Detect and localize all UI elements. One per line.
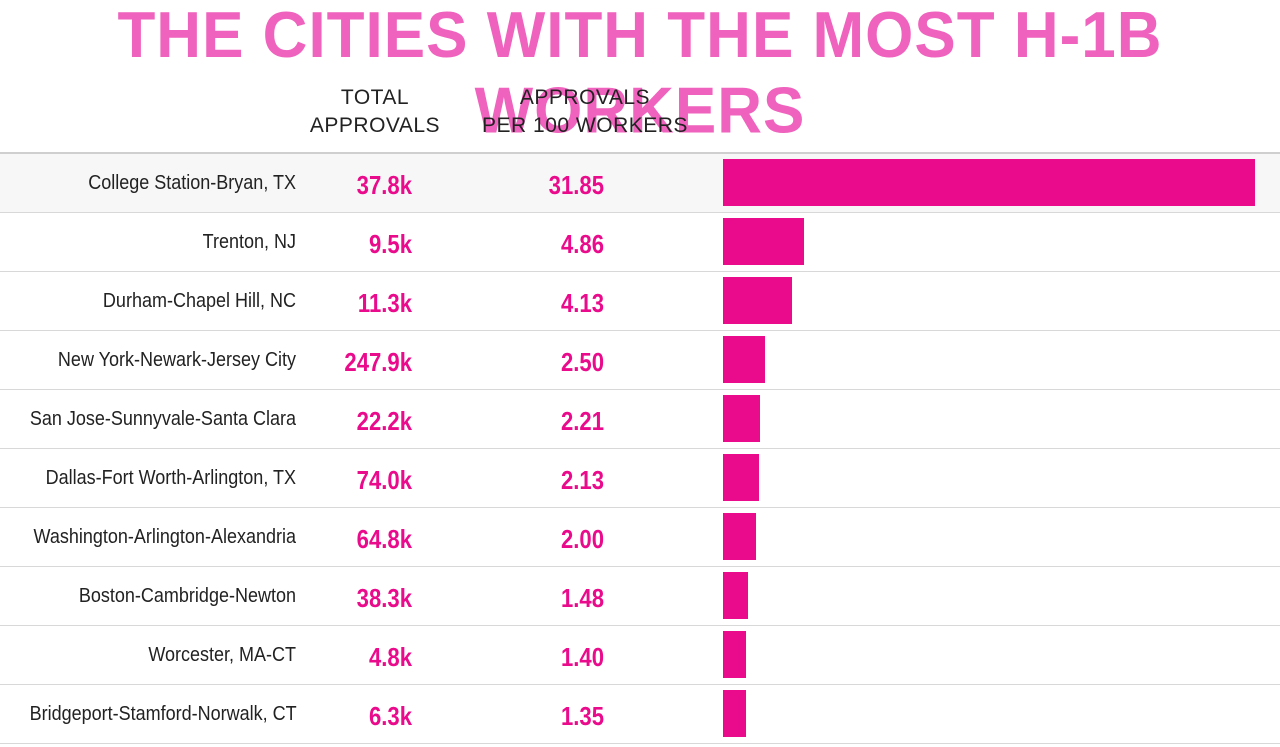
table-row: Trenton, NJ 9.5k 4.86: [0, 213, 1280, 272]
approvals-per-100-value: 4.13: [560, 288, 604, 318]
approvals-per-100-value: 2.50: [560, 347, 604, 377]
table-row: Worcester, MA-CT 4.8k 1.40: [0, 626, 1280, 685]
chart-bar: [723, 218, 804, 265]
chart-bar: [723, 277, 792, 324]
total-approvals-value: 38.3k: [356, 583, 412, 613]
column-header-total-approvals: TOTAL APPROVALS: [295, 84, 455, 140]
approvals-per-100-value: 4.86: [560, 229, 604, 259]
table-row: Dallas-Fort Worth-Arlington, TX 74.0k 2.13: [0, 449, 1280, 508]
city-label: New York-Newark-Jersey City: [57, 349, 296, 371]
city-label: San Jose-Sunnyvale-Santa Clara: [29, 408, 296, 430]
chart-bar: [723, 572, 748, 619]
chart-bar: [723, 631, 746, 678]
total-approvals-value: 64.8k: [356, 524, 412, 554]
column-header-total-line2: APPROVALS: [309, 114, 441, 137]
table-row: Bridgeport-Stamford-Norwalk, CT 6.3k 1.35: [0, 685, 1280, 744]
table-row: New York-Newark-Jersey City 247.9k 2.50: [0, 331, 1280, 390]
total-approvals-value: 74.0k: [356, 465, 412, 495]
total-approvals-value: 11.3k: [357, 288, 412, 318]
approvals-per-100-value: 2.13: [560, 465, 604, 495]
approvals-per-100-value: 1.48: [560, 583, 604, 613]
column-header-approvals-per-100: APPROVALS PER 100 WORKERS: [470, 84, 700, 140]
chart-bar: [723, 690, 746, 737]
chart-rows: College Station-Bryan, TX 37.8k 31.85 Trent…: [0, 154, 1280, 744]
city-label: Washington-Arlington-Alexandria: [33, 526, 297, 548]
chart-bar: [723, 336, 765, 383]
total-approvals-value: 37.8k: [356, 170, 412, 200]
approvals-per-100-value: 2.21: [560, 406, 604, 436]
column-header-per-line2: PER 100 WORKERS: [482, 114, 688, 137]
header-divider: [0, 152, 1280, 154]
table-row: Boston-Cambridge-Newton 38.3k 1.48: [0, 567, 1280, 626]
city-label: Bridgeport-Stamford-Norwalk, CT: [29, 703, 297, 725]
chart-title: THE CITIES WITH THE MOST H-1B WORKERS: [117, 0, 1163, 148]
approvals-per-100-value: 2.00: [560, 524, 604, 554]
total-approvals-value: 247.9k: [344, 347, 412, 377]
city-label: Worcester, MA-CT: [148, 644, 296, 666]
table-row: College Station-Bryan, TX 37.8k 31.85: [0, 154, 1280, 213]
table-row: Washington-Arlington-Alexandria 64.8k 2.00: [0, 508, 1280, 567]
approvals-per-100-value: 1.35: [560, 701, 604, 731]
total-approvals-value: 4.8k: [368, 642, 412, 672]
city-label: Durham-Chapel Hill, NC: [102, 290, 296, 312]
table-row: Durham-Chapel Hill, NC 11.3k 4.13: [0, 272, 1280, 331]
city-label: College Station-Bryan, TX: [88, 172, 296, 194]
approvals-per-100-value: 1.40: [560, 642, 604, 672]
chart-bar: [723, 513, 756, 560]
total-approvals-value: 6.3k: [368, 701, 412, 731]
chart-bar: [723, 395, 760, 442]
column-header-total-line1: TOTAL: [340, 86, 410, 109]
city-label: Trenton, NJ: [202, 231, 296, 253]
table-row: San Jose-Sunnyvale-Santa Clara 22.2k 2.21: [0, 390, 1280, 449]
column-header-per-line1: APPROVALS: [519, 86, 651, 109]
chart-bar: [723, 159, 1255, 206]
total-approvals-value: 9.5k: [368, 229, 412, 259]
total-approvals-value: 22.2k: [356, 406, 412, 436]
approvals-per-100-value: 31.85: [548, 170, 604, 200]
chart-bar: [723, 454, 759, 501]
city-label: Dallas-Fort Worth-Arlington, TX: [45, 467, 297, 489]
city-label: Boston-Cambridge-Newton: [78, 585, 296, 607]
